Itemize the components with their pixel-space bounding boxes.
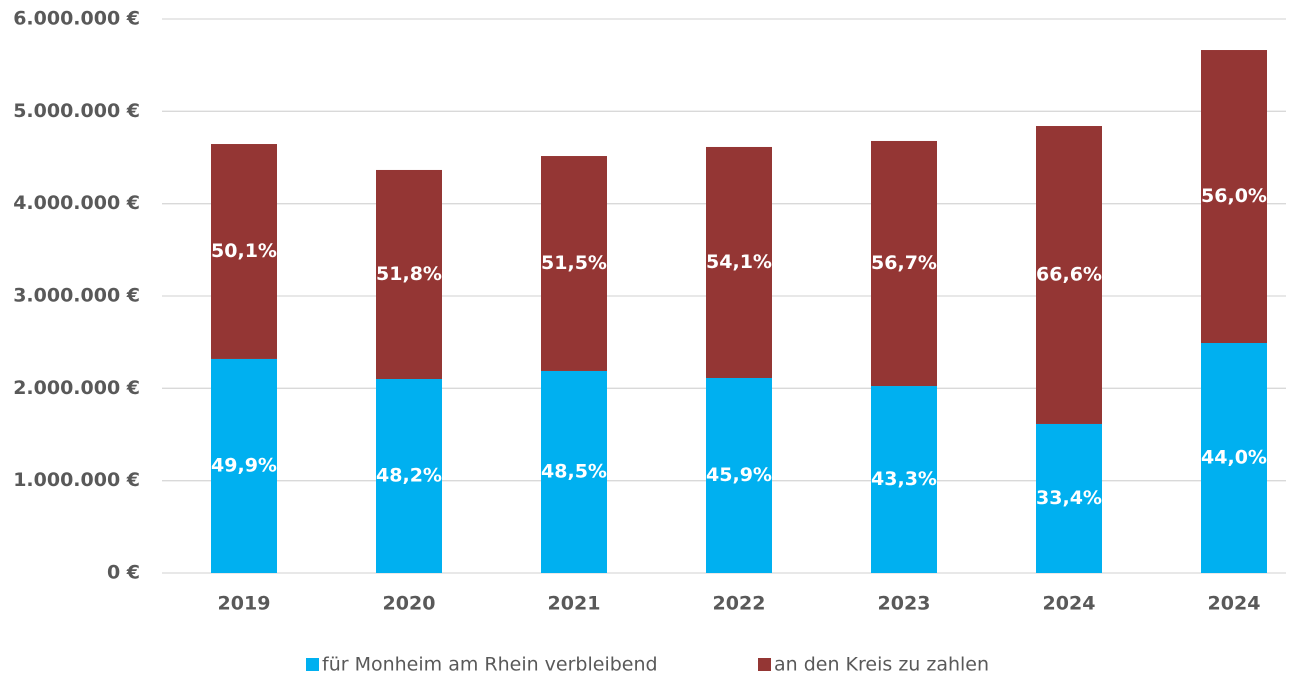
data-label: 45,9%	[706, 464, 772, 486]
legend-label: an den Kreis zu zahlen	[774, 654, 989, 676]
bar-segment	[541, 370, 607, 573]
bar-segment	[376, 379, 442, 573]
bar-segment	[1036, 126, 1102, 424]
data-label: 48,2%	[376, 465, 442, 487]
x-tick-label: 2022	[713, 593, 766, 615]
bar-segment	[1201, 50, 1267, 343]
y-tick-label: 1.000.000 €	[13, 469, 140, 491]
data-label: 56,7%	[871, 252, 937, 274]
bar-segment	[211, 358, 277, 573]
legend-swatch	[306, 658, 319, 671]
x-tick-label: 2023	[878, 593, 931, 615]
bar-segment	[871, 386, 937, 573]
y-tick-label: 3.000.000 €	[13, 285, 140, 307]
bar-segment	[871, 140, 937, 387]
y-tick-label: 5.000.000 €	[13, 100, 140, 122]
bar-segment	[541, 156, 607, 371]
data-label: 48,5%	[541, 460, 607, 482]
x-tick-label: 2021	[548, 593, 601, 615]
x-tick-label: 2024	[1208, 593, 1261, 615]
data-label: 56,0%	[1201, 185, 1267, 207]
bar-segment	[1036, 423, 1102, 573]
bar-segment	[211, 144, 277, 359]
y-tick-label: 6.000.000 €	[13, 8, 140, 30]
data-label: 66,6%	[1036, 263, 1102, 285]
y-tick-label: 4.000.000 €	[13, 192, 140, 214]
data-label: 49,9%	[211, 454, 277, 476]
data-label: 43,3%	[871, 468, 937, 490]
x-tick-label: 2019	[218, 593, 271, 615]
data-label: 51,8%	[376, 263, 442, 285]
bar-segment	[376, 169, 442, 380]
data-label: 50,1%	[211, 240, 277, 262]
data-label: 54,1%	[706, 251, 772, 273]
y-tick-label: 0 €	[107, 562, 140, 584]
data-label: 51,5%	[541, 252, 607, 274]
legend-label: für Monheim am Rhein verbleibend	[322, 654, 658, 676]
bar-segment	[1201, 342, 1267, 573]
y-tick-label: 2.000.000 €	[13, 377, 140, 399]
x-tick-label: 2020	[383, 593, 436, 615]
bar-segment	[706, 146, 772, 378]
bar-segment	[706, 377, 772, 573]
legend-swatch	[758, 658, 771, 671]
data-label: 33,4%	[1036, 487, 1102, 509]
x-tick-label: 2024	[1043, 593, 1096, 615]
data-label: 44,0%	[1201, 446, 1267, 468]
